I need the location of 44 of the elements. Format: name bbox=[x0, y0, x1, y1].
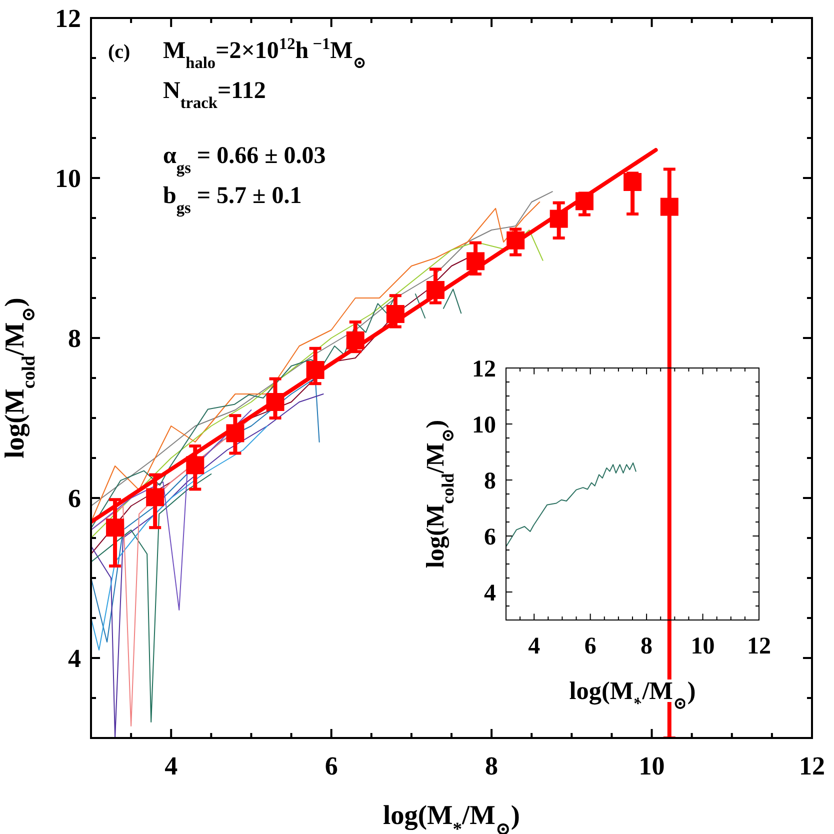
y-tick-label: 12 bbox=[55, 4, 81, 34]
point bbox=[624, 173, 642, 191]
y-tick-label: 12 bbox=[472, 356, 496, 382]
y-tick-label: 4 bbox=[484, 580, 496, 606]
point bbox=[386, 305, 404, 323]
point bbox=[106, 518, 124, 537]
x-tick-label: 4 bbox=[528, 634, 540, 660]
annotation: b$_{gs}$ = 5.7 ± 0.1 bbox=[163, 183, 302, 216]
x-axis-title: log(M$_{*}$/M$_{⊙}$) bbox=[382, 800, 520, 834]
line-series bbox=[91, 426, 268, 650]
annotation: N$_{track}$=112 bbox=[163, 78, 266, 112]
point bbox=[660, 198, 678, 216]
annotation: M$_{halo}$=2×10$^{12}$h $^{−1}$M$_{⊙}$ bbox=[163, 34, 366, 72]
x-tick-label: 6 bbox=[584, 634, 596, 660]
y-tick-label: 10 bbox=[55, 164, 81, 194]
line-series bbox=[91, 394, 324, 738]
point bbox=[346, 331, 364, 350]
line-series bbox=[506, 462, 636, 548]
y-tick-label: 8 bbox=[68, 324, 81, 354]
annotation: (c) bbox=[108, 41, 130, 63]
line-series bbox=[91, 410, 252, 610]
x-tick-label: 10 bbox=[638, 751, 665, 780]
point bbox=[186, 456, 204, 474]
y-tick-label: 6 bbox=[68, 484, 81, 514]
point bbox=[506, 231, 525, 250]
x-tick-label: 12 bbox=[799, 751, 825, 780]
point bbox=[226, 424, 244, 442]
point bbox=[426, 281, 444, 299]
point bbox=[146, 488, 164, 506]
annotation: α$_{gs}$ = 0.66 ± 0.03 bbox=[163, 143, 326, 176]
point bbox=[306, 361, 324, 379]
x-tick-label: 12 bbox=[747, 634, 771, 660]
point bbox=[550, 210, 568, 228]
y-tick-label: 10 bbox=[472, 412, 496, 438]
point bbox=[266, 393, 284, 411]
x-tick-label: 10 bbox=[690, 634, 715, 660]
y-tick-label: 6 bbox=[484, 524, 496, 550]
x-tick-label: 6 bbox=[324, 751, 338, 780]
point bbox=[466, 252, 485, 270]
y-tick-label: 8 bbox=[484, 468, 496, 494]
line-series bbox=[91, 474, 212, 722]
x-tick-label: 8 bbox=[640, 634, 653, 660]
point bbox=[575, 192, 594, 210]
x-tick-label: 4 bbox=[164, 751, 178, 780]
